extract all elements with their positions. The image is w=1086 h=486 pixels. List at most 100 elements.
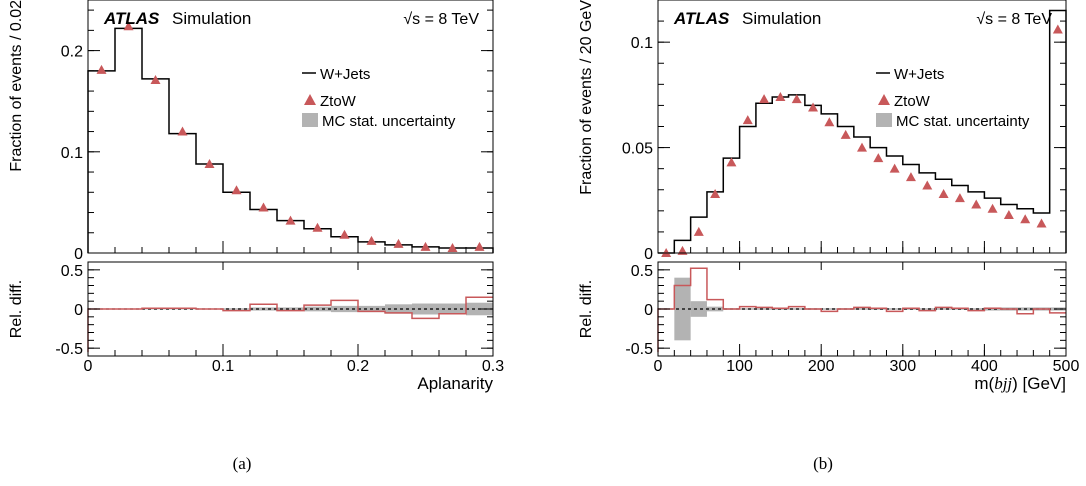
y-tick-label: 0 [644, 246, 653, 263]
ratio-y-axis-label: Rel. diff. [578, 280, 595, 338]
legend-triangle-swatch [878, 94, 890, 105]
x-tick-label: 0 [84, 358, 93, 375]
legend-label-wjets: W+Jets [894, 66, 944, 83]
legend-label-ztow: ZtoW [894, 93, 931, 110]
legend-label-mcstat: MC stat. uncertainty [322, 113, 456, 130]
x-tick-label: 500 [1053, 358, 1080, 375]
x-axis-label: Aplanarity [417, 374, 493, 393]
atlas-label: ATLAS [103, 9, 160, 28]
ztow-marker [1036, 218, 1047, 228]
ztow-marker [339, 229, 350, 239]
ztow-marker [204, 158, 215, 168]
ratio-histogram [87, 296, 493, 353]
ztow-marker [150, 74, 161, 84]
wjets-histogram [87, 27, 494, 253]
legend-label-ztow: ZtoW [320, 93, 357, 110]
legend-grey-swatch [302, 113, 318, 127]
x-tick-label: 0.2 [347, 358, 369, 375]
ztow-marker [96, 64, 107, 74]
mc-uncertainty-band [690, 301, 707, 317]
y-tick-label: 0.1 [631, 35, 653, 52]
ztow-marker [905, 172, 916, 182]
legend-label-wjets: W+Jets [320, 66, 370, 83]
atlas-label: ATLAS [673, 9, 730, 28]
x-axis-label: m(bjj) [GeV] [974, 374, 1066, 393]
ztow-marker [258, 202, 269, 212]
ztow-marker [710, 188, 721, 198]
ztow-marker [1003, 210, 1014, 220]
main-plot-frame [87, 0, 494, 254]
ztow-marker [393, 238, 404, 248]
x-tick-label: 200 [808, 358, 835, 375]
ztow-marker [1020, 214, 1031, 224]
energy-label: √s = 8 TeV [403, 11, 479, 28]
ztow-marker [231, 185, 242, 195]
ratio-y-tick-label: 0 [74, 302, 83, 319]
ztow-marker [987, 203, 998, 213]
ztow-marker [177, 126, 188, 136]
ztow-marker [312, 222, 323, 232]
ztow-marker [366, 235, 377, 245]
mc-uncertainty-band [935, 308, 952, 310]
legend-triangle-swatch [304, 94, 316, 105]
caption-b: (b) [813, 454, 833, 473]
mc-uncertainty-band [821, 308, 838, 310]
ztow-marker [677, 245, 688, 255]
ratio-y-tick-label: 0.5 [61, 263, 83, 280]
mc-uncertainty-band [755, 308, 773, 310]
ztow-marker [759, 94, 770, 104]
mc-uncertainty-band [706, 306, 724, 312]
x-tick-label: 0 [654, 358, 663, 375]
x-tick-label: 300 [889, 358, 916, 375]
wjets-histogram [658, 9, 1067, 254]
ztow-marker [726, 157, 737, 167]
ztow-marker [971, 199, 982, 209]
ztow-marker [954, 193, 965, 203]
mc-uncertainty-band [984, 307, 1001, 311]
mc-uncertainty-band [277, 307, 304, 311]
ztow-marker [808, 102, 819, 112]
mc-uncertainty-band [169, 308, 196, 310]
ztow-marker [285, 215, 296, 225]
legend-label-mcstat: MC stat. uncertainty [896, 113, 1030, 130]
y-tick-label: 0.05 [622, 141, 653, 158]
ratio-y-axis-label: Rel. diff. [8, 280, 25, 338]
y-tick-label: 0.1 [61, 145, 83, 162]
x-tick-label: 0.3 [482, 358, 504, 375]
y-tick-label: 0.2 [61, 44, 83, 61]
ztow-marker [791, 94, 802, 104]
simulation-label: Simulation [742, 9, 821, 28]
panel-b: 0 0.05 0.1 0 100 200 300 400 500 ATLAS Simulation √… [578, 0, 1079, 393]
mc-uncertainty-band [223, 308, 250, 310]
ztow-marker [123, 21, 134, 31]
mc-uncertainty-band [739, 308, 756, 310]
ztow-marker [840, 129, 851, 139]
mc-uncertainty-band [385, 304, 412, 314]
ztow-marker [447, 242, 458, 252]
y-axis-label: Fraction of events / 20 GeV [578, 0, 595, 195]
mc-uncertainty-band [331, 305, 358, 313]
y-tick-label: 0 [74, 246, 83, 263]
mc-uncertainty-band [439, 303, 466, 315]
legend-grey-swatch [876, 113, 892, 127]
ztow-marker [742, 115, 753, 125]
y-axis-label: Fraction of events / 0.02 [8, 0, 25, 172]
ztow-marker [873, 153, 884, 163]
x-tick-label: 100 [726, 358, 753, 375]
caption-a: (a) [232, 454, 252, 473]
ratio-y-tick-label: 0 [644, 302, 653, 319]
ztow-marker [889, 163, 900, 173]
ztow-marker [775, 91, 786, 101]
x-tick-label: 400 [971, 358, 998, 375]
x-tick-label: 0.1 [212, 358, 234, 375]
ztow-marker [420, 241, 431, 251]
energy-label: √s = 8 TeV [976, 11, 1052, 28]
ztow-marker [474, 241, 485, 251]
mc-uncertainty-band [870, 308, 887, 310]
ratio-y-tick-label: -0.5 [55, 341, 83, 358]
ztow-marker [938, 188, 949, 198]
ztow-marker [922, 180, 933, 190]
ztow-marker [693, 226, 704, 236]
